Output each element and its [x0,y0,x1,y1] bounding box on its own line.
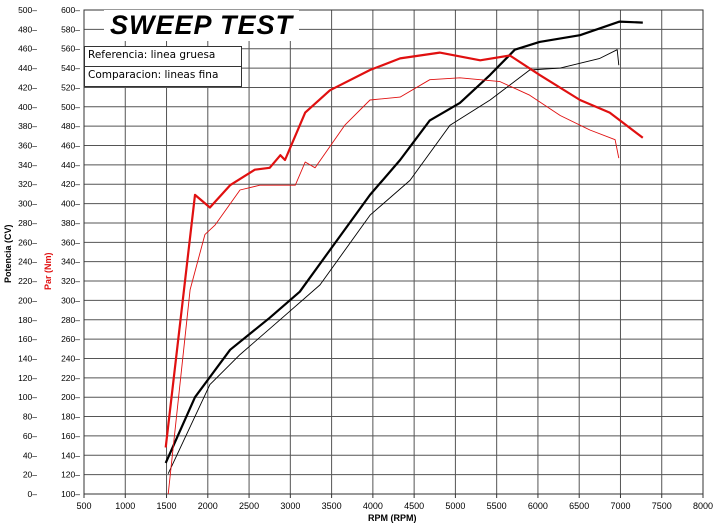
x-tick-label: 8000 [693,501,713,511]
legend-reference: Referencia: linea gruesa [88,49,216,61]
torque-tick-label: 140– [61,450,80,460]
torque-tick-label: 300– [61,295,80,305]
legend-comparison: Comparacion: lineas fina [85,66,241,86]
power-tick-label: 500– [18,5,37,15]
power-tick-label: 200– [18,295,37,305]
chart-title: SWEEP TEST [104,10,300,41]
torque-tick-label: 560– [61,44,80,54]
torque-tick-label: 220– [61,373,80,383]
y-axis-torque-label: Par (Nm) [43,252,53,290]
power-tick-label: 100– [18,392,37,402]
power-tick-label: 300– [18,199,37,209]
x-tick-label: 4500 [404,501,424,511]
torque-tick-label: 120– [61,470,80,480]
power-tick-label: 380– [18,121,37,131]
x-tick-label: 2500 [239,501,259,511]
torque-tick-label: 260– [61,334,80,344]
x-tick-label: 7000 [610,501,630,511]
power-tick-label: 180– [18,315,37,325]
power-tick-label: 0– [28,489,38,499]
torque-tick-label: 280– [61,315,80,325]
power-tick-label: 40– [23,450,37,460]
power-tick-label: 420– [18,82,37,92]
torque-tick-label: 480– [61,121,80,131]
power-tick-label: 340– [18,160,37,170]
torque-tick-label: 180– [61,412,80,422]
torque-tick-label: 580– [61,24,80,34]
x-tick-label: 6000 [528,501,548,511]
torque-tick-label: 200– [61,392,80,402]
plot-border [83,9,704,495]
torque-tick-label: 440– [61,160,80,170]
power-tick-label: 260– [18,237,37,247]
torque-tick-label: 240– [61,353,80,363]
power-tick-label: 120– [18,373,37,383]
power-tick-label: 240– [18,257,37,267]
power-tick-label: 220– [18,276,37,286]
torque-tick-label: 600– [61,5,80,15]
power-tick-label: 360– [18,141,37,151]
x-tick-label: 3500 [322,501,342,511]
x-tick-label: 500 [76,501,91,511]
torque-tick-label: 460– [61,141,80,151]
x-axis-label: RPM (RPM) [368,513,417,523]
power-tick-label: 80– [23,412,37,422]
power-tick-label: 20– [23,470,37,480]
torque-tick-label: 340– [61,257,80,267]
power-tick-label: 480– [18,24,37,34]
x-tick-label: 1000 [115,501,135,511]
x-tick-label: 2000 [198,501,218,511]
power-tick-label: 280– [18,218,37,228]
power-tick-label: 460– [18,44,37,54]
y-axis-power-label: Potencia (CV) [3,224,13,283]
x-tick-label: 5000 [445,501,465,511]
power-tick-label: 60– [23,431,37,441]
power-tick-label: 140– [18,353,37,363]
torque-tick-label: 360– [61,237,80,247]
torque-tick-label: 100– [61,489,80,499]
power-tick-label: 400– [18,102,37,112]
power-tick-label: 440– [18,63,37,73]
power-comparison-line [167,49,620,474]
x-tick-label: 4000 [363,501,383,511]
x-tick-label: 7500 [652,501,672,511]
torque-tick-label: 420– [61,179,80,189]
torque-tick-label: 520– [61,82,80,92]
power-tick-label: 320– [18,179,37,189]
power-reference-line [164,20,643,464]
torque-tick-label: 320– [61,276,80,286]
torque-tick-label: 400– [61,199,80,209]
torque-tick-label: 160– [61,431,80,441]
legend: Referencia: linea gruesa Comparacion: li… [84,46,242,87]
torque-tick-label: 380– [61,218,80,228]
torque-reference-line [164,51,644,448]
x-tick-label: 3000 [280,501,300,511]
torque-tick-label: 540– [61,63,80,73]
torque-comparison-line [167,77,620,495]
x-tick-label: 1500 [157,501,177,511]
torque-tick-label: 500– [61,102,80,112]
power-tick-label: 160– [18,334,37,344]
x-tick-label: 6500 [569,501,589,511]
x-tick-label: 5500 [487,501,507,511]
